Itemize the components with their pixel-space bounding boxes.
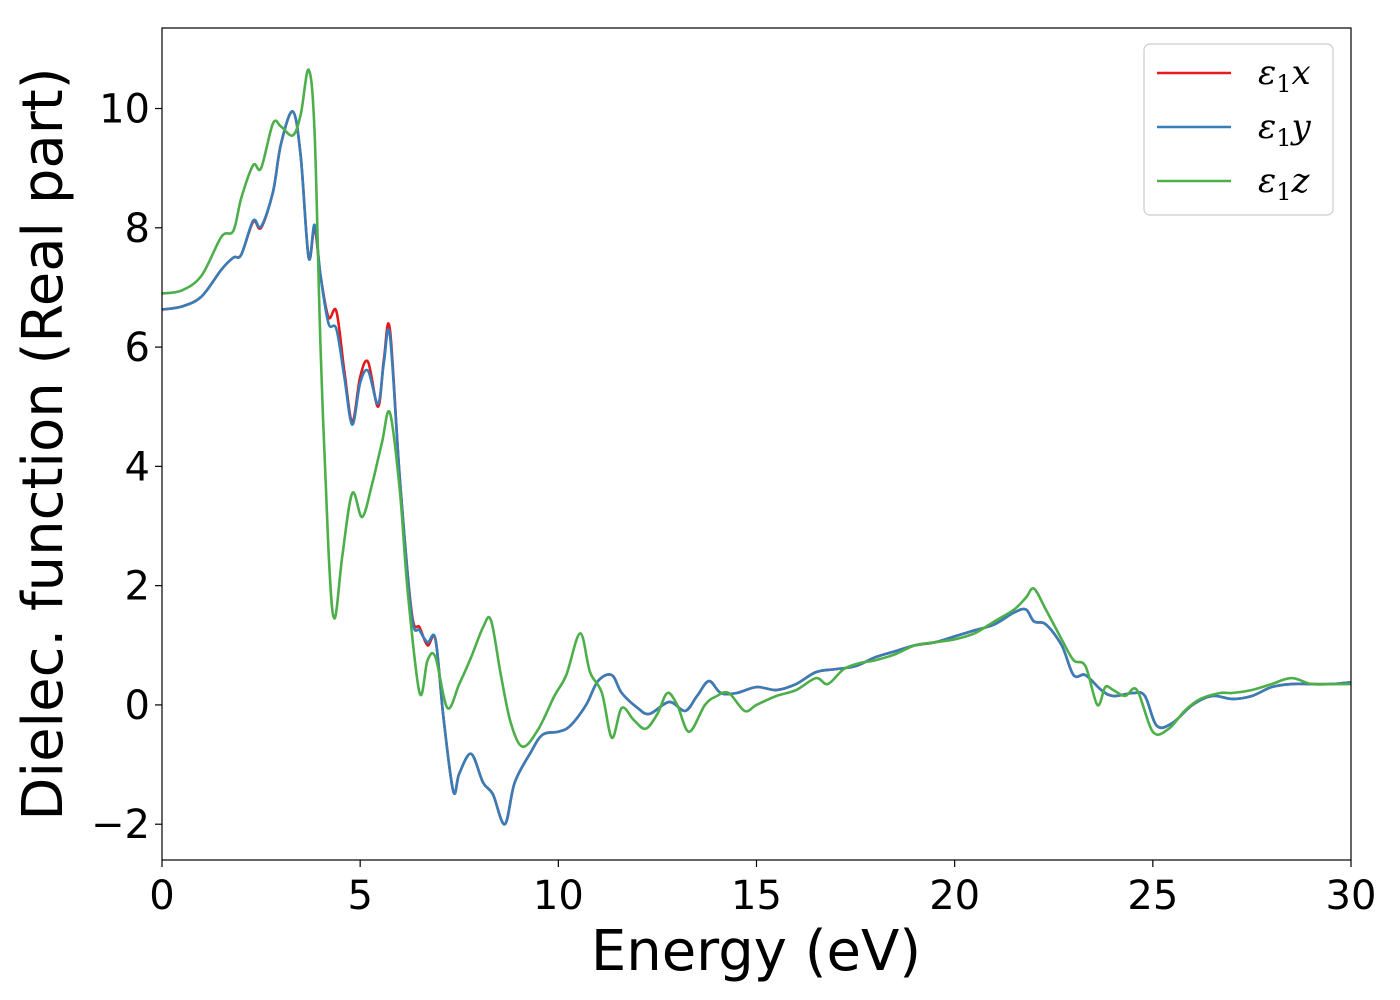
y-tick-label: 6 (125, 325, 150, 371)
legend: ε1x ε1y ε1z (1143, 43, 1334, 216)
series-layer (162, 68, 1351, 826)
x-tick-label: 5 (347, 873, 372, 919)
x-tick-label: 15 (731, 873, 782, 919)
legend-label-z: ε1z (1258, 161, 1311, 206)
legend-label-y: ε1y (1258, 107, 1312, 152)
y-tick-label: 2 (125, 564, 150, 610)
x-tick-label: 30 (1326, 873, 1377, 919)
y-axis-title: Dielec. function (Real part) (11, 67, 76, 820)
x-tick-label: 25 (1127, 873, 1178, 919)
y-tick-label: 4 (125, 444, 150, 490)
y-tick-label: 10 (99, 87, 150, 133)
x-tick-label: 0 (149, 873, 174, 919)
x-tick-label: 20 (929, 873, 980, 919)
legend-box (1143, 43, 1334, 216)
y-tick-label: −2 (91, 802, 150, 848)
series-line-x (162, 110, 1351, 826)
x-axis-title: Energy (eV) (591, 919, 921, 984)
series-line-y (162, 110, 1351, 826)
legend-label-x: ε1x (1258, 53, 1311, 98)
series-line-z (162, 68, 1351, 748)
x-tick-label: 10 (533, 873, 584, 919)
y-tick-label: 0 (125, 683, 150, 729)
y-tick-label: 8 (125, 206, 150, 252)
y-axis: −2 0 2 4 6 8 10 (91, 87, 162, 848)
x-axis: 0 5 10 15 20 25 30 (149, 860, 1376, 919)
